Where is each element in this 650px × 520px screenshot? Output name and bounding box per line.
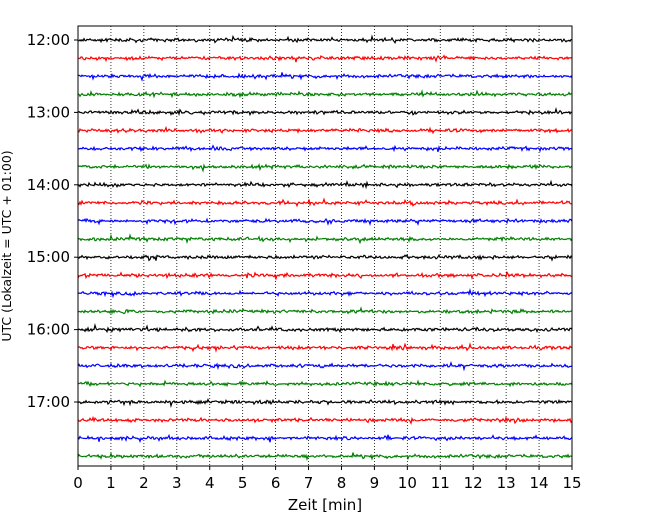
y-tick-label-4: 16:00: [27, 321, 70, 339]
x-tick-label-6: 6: [271, 474, 281, 492]
seismogram-traces: [77, 34, 573, 462]
x-tick-label-8: 8: [337, 474, 347, 492]
y-axis-label: UTC (Lokalzeit = UTC + 01:00): [0, 150, 14, 341]
vertical-grid: [110, 26, 540, 466]
x-axis-label: Zeit [min]: [288, 496, 362, 514]
trace-22: [77, 415, 573, 425]
trace-1: [77, 34, 573, 45]
y-tick-label-1: 13:00: [27, 103, 70, 121]
trace-8: [77, 163, 573, 173]
trace-14: [77, 270, 573, 281]
x-tick-label-4: 4: [205, 474, 215, 492]
trace-15: [77, 288, 573, 299]
plot-area: [78, 26, 572, 466]
trace-13: [77, 253, 573, 262]
y-tick-label-2: 14:00: [27, 176, 70, 194]
trace-12: [77, 233, 573, 245]
x-tick-label-3: 3: [172, 474, 182, 492]
trace-24: [77, 451, 573, 462]
x-tick-label-13: 13: [497, 474, 516, 492]
trace-9: [77, 179, 573, 190]
trace-2: [77, 54, 573, 63]
x-axis-ticks: 0 1 2 3 4 5 6 7 8 9 10 11 12 13 14 15: [73, 466, 582, 492]
trace-4: [77, 89, 573, 99]
x-tick-label-12: 12: [464, 474, 483, 492]
x-tick-label-11: 11: [431, 474, 450, 492]
trace-6: [77, 125, 573, 135]
y-axis-ticks: 12:00 13:00 14:00 15:00 16:00 17:00: [27, 31, 78, 411]
y-tick-label-0: 12:00: [27, 31, 70, 49]
x-tick-label-1: 1: [106, 474, 116, 492]
trace-20: [77, 379, 573, 388]
x-tick-label-14: 14: [530, 474, 549, 492]
trace-16: [77, 306, 573, 315]
trace-7: [77, 144, 573, 153]
x-tick-label-2: 2: [139, 474, 149, 492]
x-tick-label-7: 7: [304, 474, 314, 492]
trace-21: [77, 398, 573, 408]
x-tick-label-10: 10: [398, 474, 417, 492]
trace-10: [77, 197, 573, 208]
plot-frame: [77, 25, 573, 467]
trace-18: [77, 342, 573, 353]
trace-23: [77, 433, 573, 444]
trace-17: [77, 322, 573, 334]
x-tick-label-9: 9: [370, 474, 380, 492]
y-tick-label-5: 17:00: [27, 393, 70, 411]
trace-3: [77, 72, 573, 82]
y-tick-label-3: 15:00: [27, 248, 70, 266]
trace-5: [77, 107, 573, 117]
trace-11: [77, 217, 573, 227]
trace-19: [77, 360, 573, 372]
x-tick-label-0: 0: [73, 474, 83, 492]
x-tick-label-5: 5: [238, 474, 248, 492]
x-tick-label-15: 15: [562, 474, 581, 492]
